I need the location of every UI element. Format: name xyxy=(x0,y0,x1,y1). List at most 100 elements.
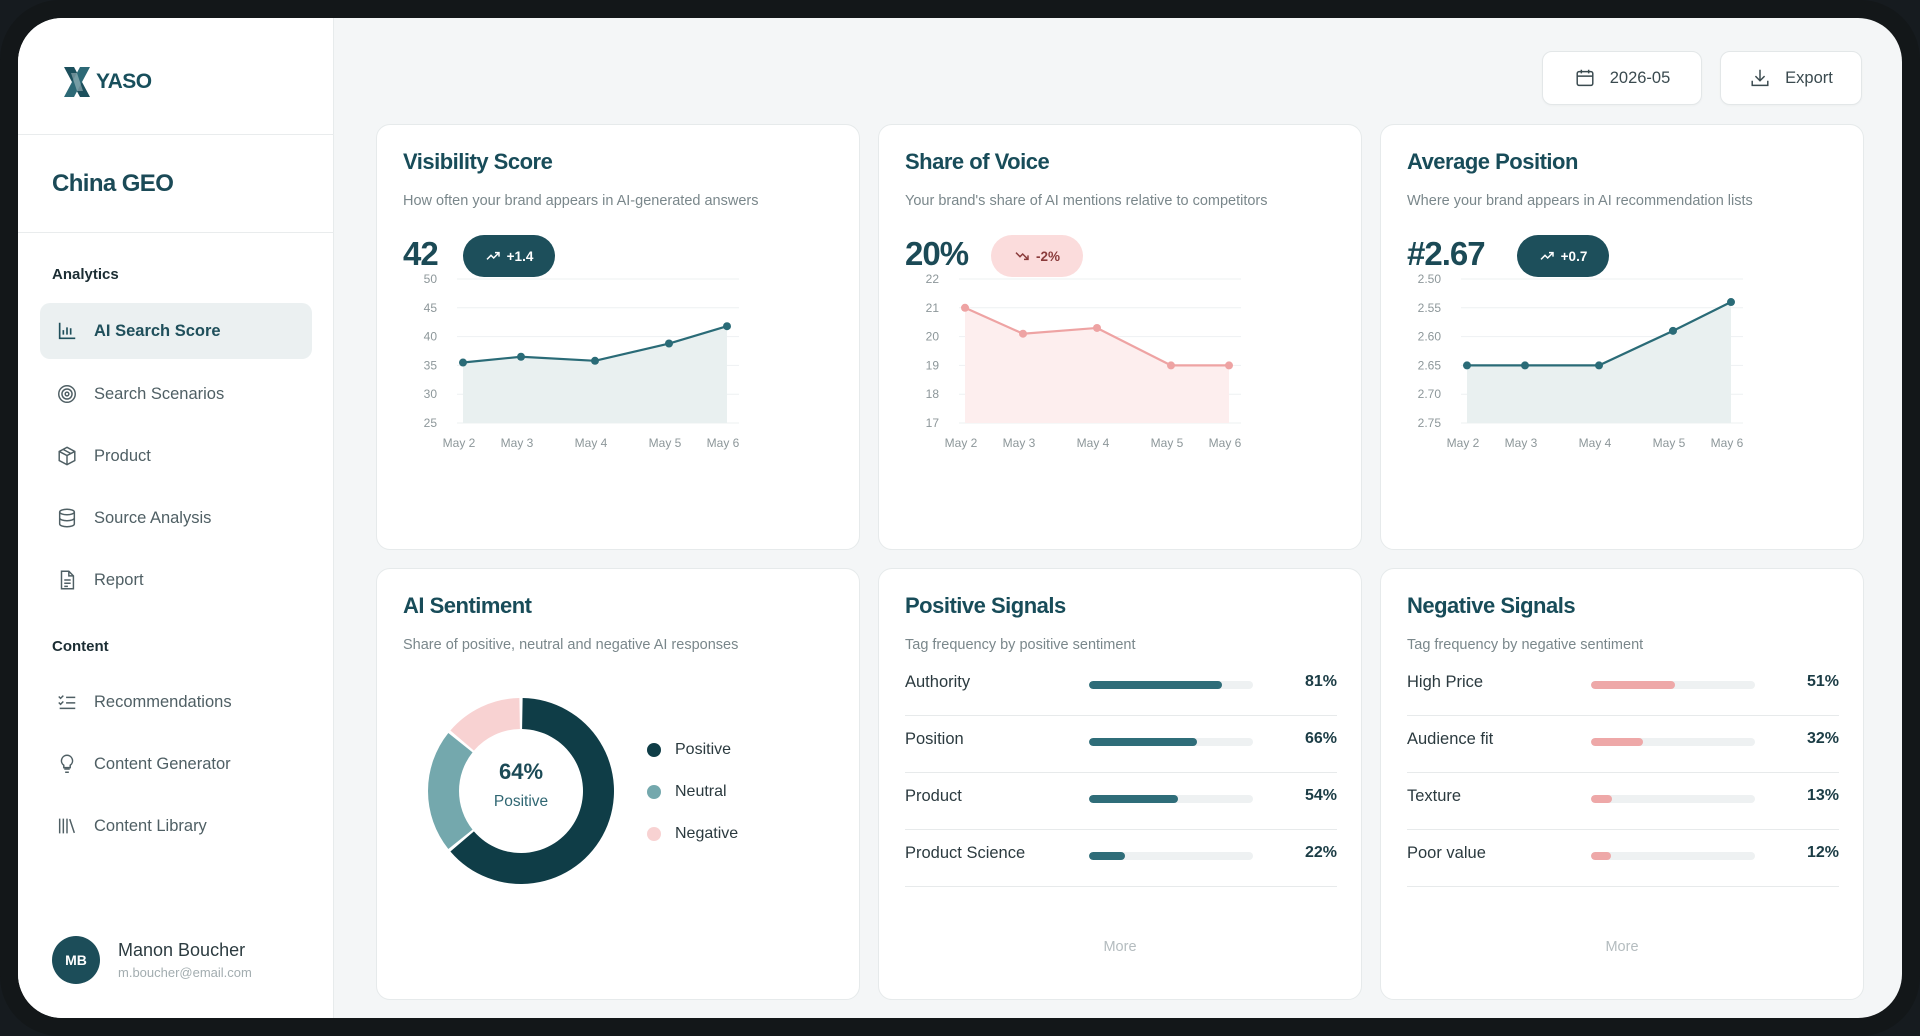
signal-label: Texture xyxy=(1407,787,1462,805)
document-icon xyxy=(60,570,75,590)
legend-dot xyxy=(647,827,661,841)
y-tick-label: 2.50 xyxy=(1418,272,1442,286)
series-area xyxy=(965,307,1229,423)
data-point xyxy=(723,322,731,331)
signal-label: Product Science xyxy=(905,844,1026,862)
x-tick-label: May 4 xyxy=(1579,436,1612,450)
y-tick-label: 40 xyxy=(424,330,438,344)
legend-dot xyxy=(647,743,661,757)
legend-item-neutral: Neutral xyxy=(647,783,727,801)
metric-value: 42 xyxy=(403,235,439,272)
data-point xyxy=(1669,326,1677,335)
signal-bar-track xyxy=(1089,681,1253,689)
delta-badge: +0.7 xyxy=(1517,235,1609,277)
sidebar-item-recommendations[interactable]: Recommendations xyxy=(40,674,312,730)
sidebar-item-ai-search-score[interactable]: AI Search Score xyxy=(40,303,312,359)
metric-value: #2.67 xyxy=(1407,235,1486,272)
data-point xyxy=(1019,329,1027,338)
logo[interactable]: YASO xyxy=(62,62,152,102)
delta-value: -2% xyxy=(1035,248,1060,264)
signal-bar-track xyxy=(1089,738,1253,746)
more-link[interactable]: More xyxy=(1103,939,1137,955)
share-of-voice-card: Share of Voice Your brand's share of AI … xyxy=(878,124,1362,550)
x-tick-label: May 4 xyxy=(575,436,608,450)
visibility-score-card: Visibility Score How often your brand ap… xyxy=(376,124,860,550)
signal-row: Audience fit 32% xyxy=(1407,716,1839,773)
export-button[interactable]: Export xyxy=(1720,51,1862,105)
sidebar-item-label: Content Generator xyxy=(94,754,231,773)
donut-slice-neutral xyxy=(428,732,473,850)
sidebar-item-source-analysis[interactable]: Source Analysis xyxy=(40,490,312,546)
card-title: Share of Voice xyxy=(905,149,1050,174)
sidebar-divider xyxy=(18,232,334,233)
data-point xyxy=(1093,323,1101,332)
signal-bar-track xyxy=(1089,852,1253,860)
sidebar-item-report[interactable]: Report xyxy=(40,552,312,608)
sidebar-item-label: Search Scenarios xyxy=(94,384,225,403)
library-icon xyxy=(58,818,76,834)
y-tick-label: 2.75 xyxy=(1418,416,1442,430)
signal-row: Product Science 22% xyxy=(905,830,1337,887)
card-subtitle: Tag frequency by positive sentiment xyxy=(905,637,1136,653)
signal-bar xyxy=(1591,795,1613,803)
x-tick-label: May 5 xyxy=(1653,436,1686,450)
sidebar-item-content-library[interactable]: Content Library xyxy=(40,798,312,854)
card-subtitle: Share of positive, neutral and negative … xyxy=(403,637,739,653)
checklist-icon xyxy=(58,695,76,710)
card-subtitle: Where your brand appears in AI recommend… xyxy=(1407,193,1753,209)
y-tick-label: 18 xyxy=(926,387,940,401)
x-tick-label: May 6 xyxy=(1711,436,1744,450)
x-tick-label: May 4 xyxy=(1077,436,1110,450)
signal-bar-track xyxy=(1089,795,1253,803)
donut-slice-positive xyxy=(450,698,614,884)
data-point xyxy=(1595,361,1603,370)
section-title-content: Content xyxy=(52,638,109,655)
y-tick-label: 2.55 xyxy=(1418,301,1442,315)
calendar-icon xyxy=(1576,69,1594,87)
signal-bar xyxy=(1089,738,1198,746)
average-position-card: Average Position Where your brand appear… xyxy=(1380,124,1864,550)
yaso-logo-icon xyxy=(64,67,90,97)
user-profile[interactable]: MB Manon Boucher m.boucher@email.com xyxy=(52,936,252,984)
y-tick-label: 45 xyxy=(424,301,438,315)
target-icon xyxy=(58,385,76,403)
workspace-name[interactable]: China GEO xyxy=(52,170,174,197)
data-point xyxy=(1225,361,1233,370)
more-link[interactable]: More xyxy=(1605,939,1639,955)
y-tick-label: 2.70 xyxy=(1418,387,1442,401)
signal-percent: 32% xyxy=(1806,730,1839,747)
x-tick-label: May 5 xyxy=(1151,436,1184,450)
trend-up-icon xyxy=(486,251,500,260)
app-screen: YASO China GEO Analytics AI Search Score… xyxy=(18,18,1902,1018)
database-icon xyxy=(58,508,76,528)
legend-item-positive: Positive xyxy=(647,741,731,759)
user-name: Manon Boucher xyxy=(118,940,246,960)
y-tick-label: 17 xyxy=(926,416,940,430)
date-picker-button[interactable]: 2026-05 xyxy=(1542,51,1702,105)
negative-signals-card: Negative Signals Tag frequency by negati… xyxy=(1380,568,1864,1000)
sidebar-item-label: Report xyxy=(94,570,144,589)
y-tick-label: 21 xyxy=(926,301,940,315)
sidebar-item-product[interactable]: Product xyxy=(40,428,312,484)
sidebar-item-search-scenarios[interactable]: Search Scenarios xyxy=(40,366,312,422)
y-tick-label: 20 xyxy=(926,330,940,344)
series-area xyxy=(1467,302,1731,423)
x-tick-label: May 2 xyxy=(1447,436,1480,450)
share-chart: 22 21 20 19 18 17 May 2 May 3 May 4 May 5 May 6 xyxy=(926,272,1242,450)
data-point xyxy=(517,352,525,361)
lightbulb-icon xyxy=(60,754,74,773)
x-tick-label: May 3 xyxy=(1505,436,1538,450)
legend-label: Neutral xyxy=(675,783,727,800)
signal-bar-track xyxy=(1591,681,1755,689)
signal-bar xyxy=(1591,681,1675,689)
signal-bar xyxy=(1089,852,1126,860)
y-tick-label: 19 xyxy=(926,358,940,372)
signal-bar xyxy=(1089,795,1178,803)
position-chart: 2.50 2.55 2.60 2.65 2.70 2.75 May 2 May 3 May 4 M… xyxy=(1418,272,1744,450)
x-tick-label: May 2 xyxy=(945,436,978,450)
signal-row: High Price 51% xyxy=(1407,659,1839,716)
delta-badge: +1.4 xyxy=(463,235,555,277)
data-point xyxy=(665,339,673,348)
visibility-chart: 50 45 40 35 30 25 May 2 May 3 May 4 May 5 May 6 xyxy=(424,272,740,450)
sidebar-item-content-generator[interactable]: Content Generator xyxy=(40,736,312,792)
